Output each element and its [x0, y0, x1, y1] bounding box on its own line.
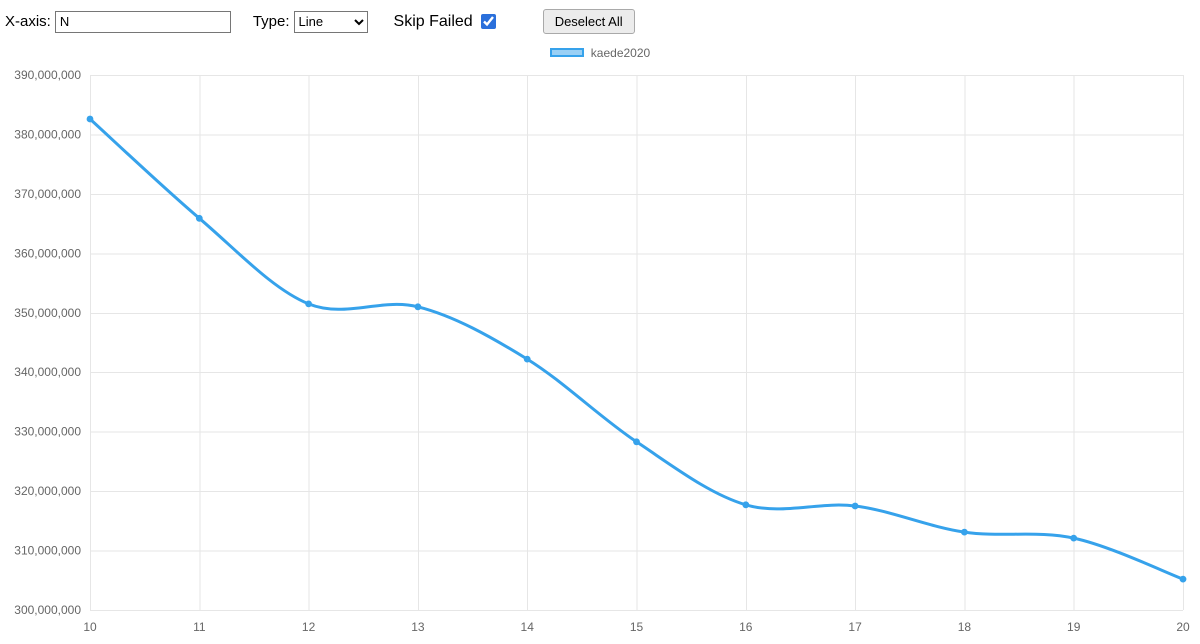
x-tick-label: 12	[302, 620, 316, 634]
skip-failed-checkbox[interactable]	[480, 14, 496, 29]
x-tick-label: 19	[1067, 620, 1081, 634]
y-tick-label: 300,000,000	[14, 603, 81, 617]
y-tick-label: 360,000,000	[14, 246, 81, 260]
data-point[interactable]	[195, 214, 203, 222]
data-point[interactable]	[851, 502, 859, 510]
y-tick-label: 380,000,000	[14, 127, 81, 141]
data-point[interactable]	[414, 303, 422, 311]
x-tick-label: 10	[83, 620, 97, 634]
data-point[interactable]	[633, 438, 640, 446]
data-point[interactable]	[1070, 534, 1078, 542]
y-tick-label: 390,000,000	[14, 68, 81, 82]
xaxis-input[interactable]	[54, 10, 231, 33]
data-point[interactable]	[86, 115, 94, 123]
x-tick-label: 14	[521, 620, 535, 634]
data-point[interactable]	[523, 355, 531, 363]
data-point[interactable]	[961, 528, 968, 536]
y-tick-label: 370,000,000	[14, 187, 81, 201]
x-tick-label: 15	[630, 620, 644, 634]
y-tick-label: 350,000,000	[14, 306, 81, 320]
y-tick-label: 320,000,000	[14, 484, 81, 498]
xaxis-label: X-axis:	[5, 13, 51, 30]
data-point[interactable]	[1179, 575, 1187, 583]
y-tick-label: 310,000,000	[14, 544, 81, 558]
series-line-kaede2020	[88, 117, 1185, 581]
x-tick-label: 11	[193, 620, 206, 634]
x-tick-label: 18	[958, 620, 972, 634]
chart-legend[interactable]: kaede2020	[0, 45, 1200, 60]
type-select[interactable]: Line	[293, 10, 368, 33]
legend-swatch-kaede2020	[549, 48, 584, 57]
controls-bar: X-axis: Type: Line Skip Failed Deselect …	[0, 0, 1200, 36]
x-tick-label: 20	[1176, 620, 1190, 634]
skip-failed-label: Skip Failed	[393, 12, 473, 30]
data-point[interactable]	[305, 300, 312, 308]
x-tick-label: 17	[848, 620, 862, 634]
data-point[interactable]	[742, 501, 750, 509]
legend-label-kaede2020: kaede2020	[590, 45, 651, 60]
type-label: Type:	[252, 13, 290, 30]
x-tick-label: 16	[739, 620, 753, 634]
y-tick-label: 330,000,000	[14, 425, 81, 439]
y-tick-label: 340,000,000	[14, 365, 81, 379]
deselect-all-button[interactable]: Deselect All	[542, 9, 635, 34]
x-tick-label: 13	[411, 620, 425, 634]
